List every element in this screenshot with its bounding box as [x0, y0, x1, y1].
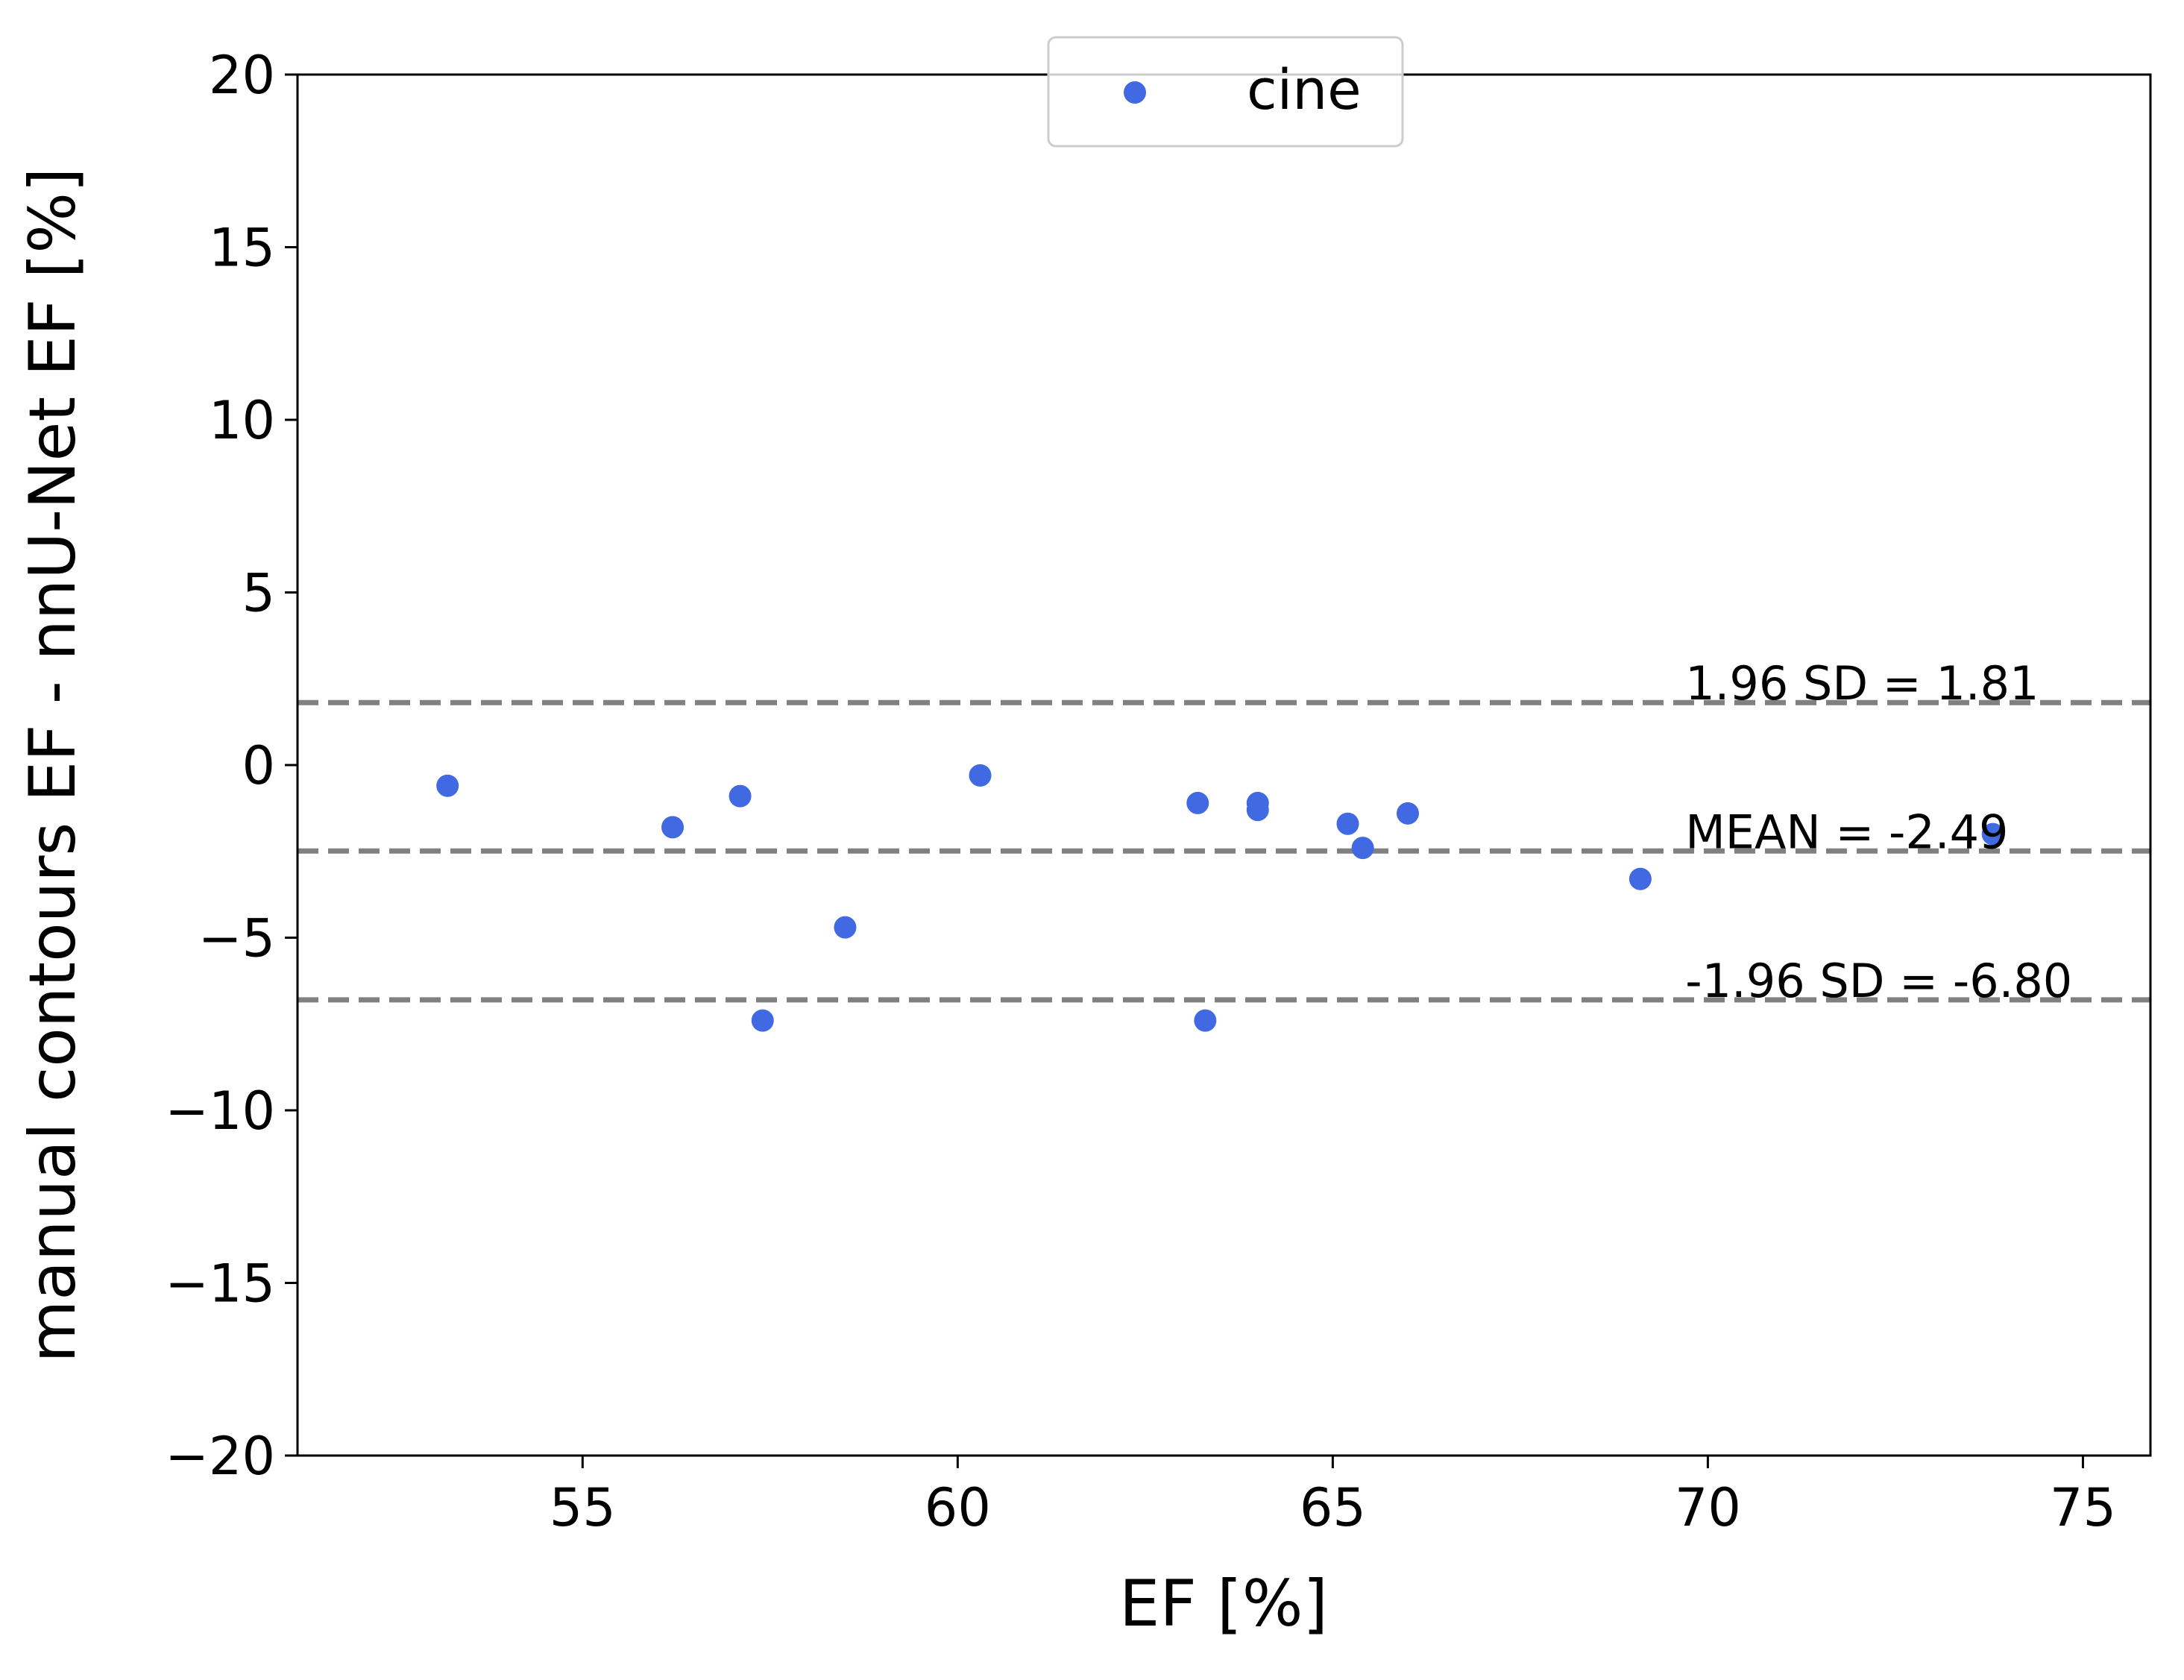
- x-tick-label: 60: [925, 1477, 991, 1538]
- legend-box: [1047, 36, 1404, 148]
- y-tick-label: 0: [242, 735, 275, 796]
- data-point: [728, 784, 752, 808]
- reference-lines: [298, 699, 2150, 1003]
- data-point: [751, 1009, 774, 1032]
- data-point: [1628, 867, 1652, 890]
- x-axis-ticks: 55 60 65 70 75: [550, 1456, 2116, 1538]
- reference-labels: 1.96 SD = 1.81 MEAN = -2.49 -1.96 SD = -6.…: [1685, 656, 2072, 1008]
- data-point: [1246, 799, 1269, 822]
- data-point: [969, 764, 992, 787]
- reference-line-label: -1.96 SD = -6.80: [1685, 954, 2072, 1008]
- legend-marker: [1124, 81, 1146, 104]
- y-tick-label: −5: [198, 908, 275, 969]
- data-points: [436, 764, 2004, 1032]
- x-tick-label: 70: [1675, 1477, 1741, 1538]
- x-tick-label: 55: [550, 1477, 616, 1538]
- y-tick-label: −20: [165, 1426, 275, 1487]
- data-point: [1981, 822, 2004, 846]
- data-point: [834, 916, 857, 939]
- legend: cine: [1047, 36, 1404, 148]
- y-tick-label: 10: [209, 390, 275, 451]
- data-point: [1351, 837, 1374, 860]
- y-tick-label: 15: [209, 218, 275, 279]
- reference-line-label: MEAN = -2.49: [1685, 805, 2008, 859]
- y-tick-label: −10: [165, 1080, 275, 1142]
- y-axis-ticks: −20 −15 −10 −5 0 5 10 15 20: [165, 45, 298, 1487]
- legend-label: cine: [1247, 58, 1362, 122]
- x-tick-label: 65: [1300, 1477, 1366, 1538]
- data-point: [1336, 812, 1359, 835]
- y-tick-label: −15: [165, 1253, 275, 1315]
- y-tick-label: 5: [242, 563, 275, 624]
- data-point: [1194, 1009, 1217, 1032]
- y-axis-label: manual contours EF - nnU-Net EF [%]: [16, 168, 90, 1363]
- x-tick-label: 75: [2050, 1477, 2116, 1538]
- reference-line-label: 1.96 SD = 1.81: [1685, 656, 2039, 711]
- y-tick-label: 20: [209, 45, 275, 106]
- data-point: [1396, 802, 1419, 825]
- data-point: [436, 774, 459, 797]
- data-point: [1186, 791, 1209, 814]
- x-axis-label: EF [%]: [1119, 1567, 1328, 1641]
- data-point: [661, 816, 685, 839]
